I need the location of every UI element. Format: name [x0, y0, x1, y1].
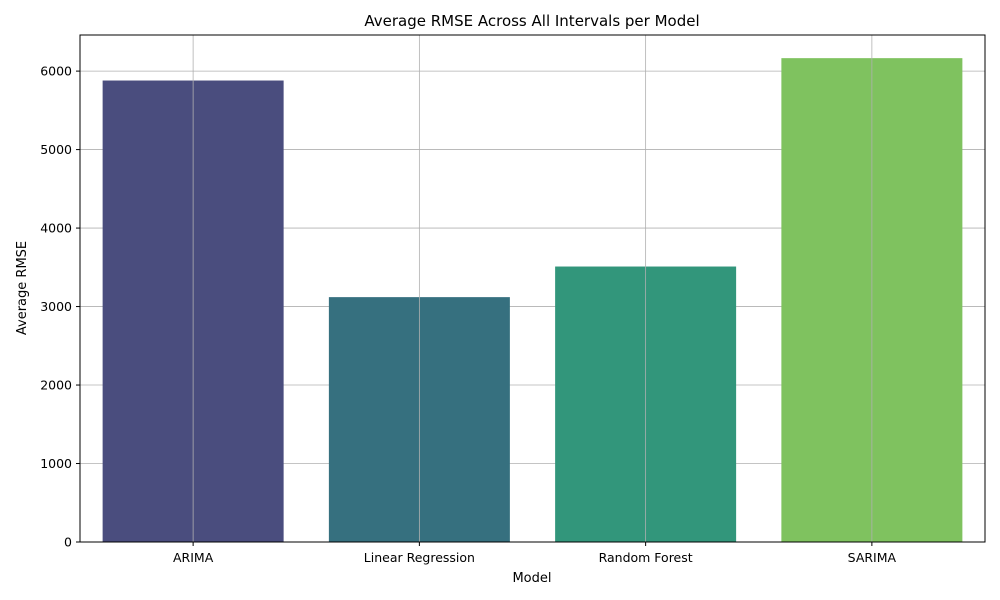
y-tick-label: 3000 [40, 299, 72, 314]
y-axis: 0 1000 2000 3000 4000 5000 6000 [40, 64, 80, 550]
y-tick-label: 4000 [40, 221, 72, 236]
y-tick-label: 5000 [40, 142, 72, 157]
chart-title: Average RMSE Across All Intervals per Mo… [364, 12, 699, 30]
x-tick-label: Random Forest [599, 550, 693, 565]
plot-frame [79, 34, 986, 543]
x-axis: ARIMA Linear Regression Random Forest SARIM… [173, 542, 897, 565]
y-tick-label: 6000 [40, 64, 72, 79]
y-tick-label: 0 [64, 535, 72, 550]
x-axis-title: Model [512, 571, 551, 586]
x-tick-label: SARIMA [848, 550, 897, 565]
y-tick-label: 1000 [40, 456, 72, 471]
x-tick-label: Linear Regression [364, 550, 475, 565]
bars [102, 35, 963, 543]
y-axis-title: Average RMSE [15, 241, 30, 335]
y-tick-label: 2000 [40, 378, 72, 393]
x-tick-label: ARIMA [173, 550, 214, 565]
